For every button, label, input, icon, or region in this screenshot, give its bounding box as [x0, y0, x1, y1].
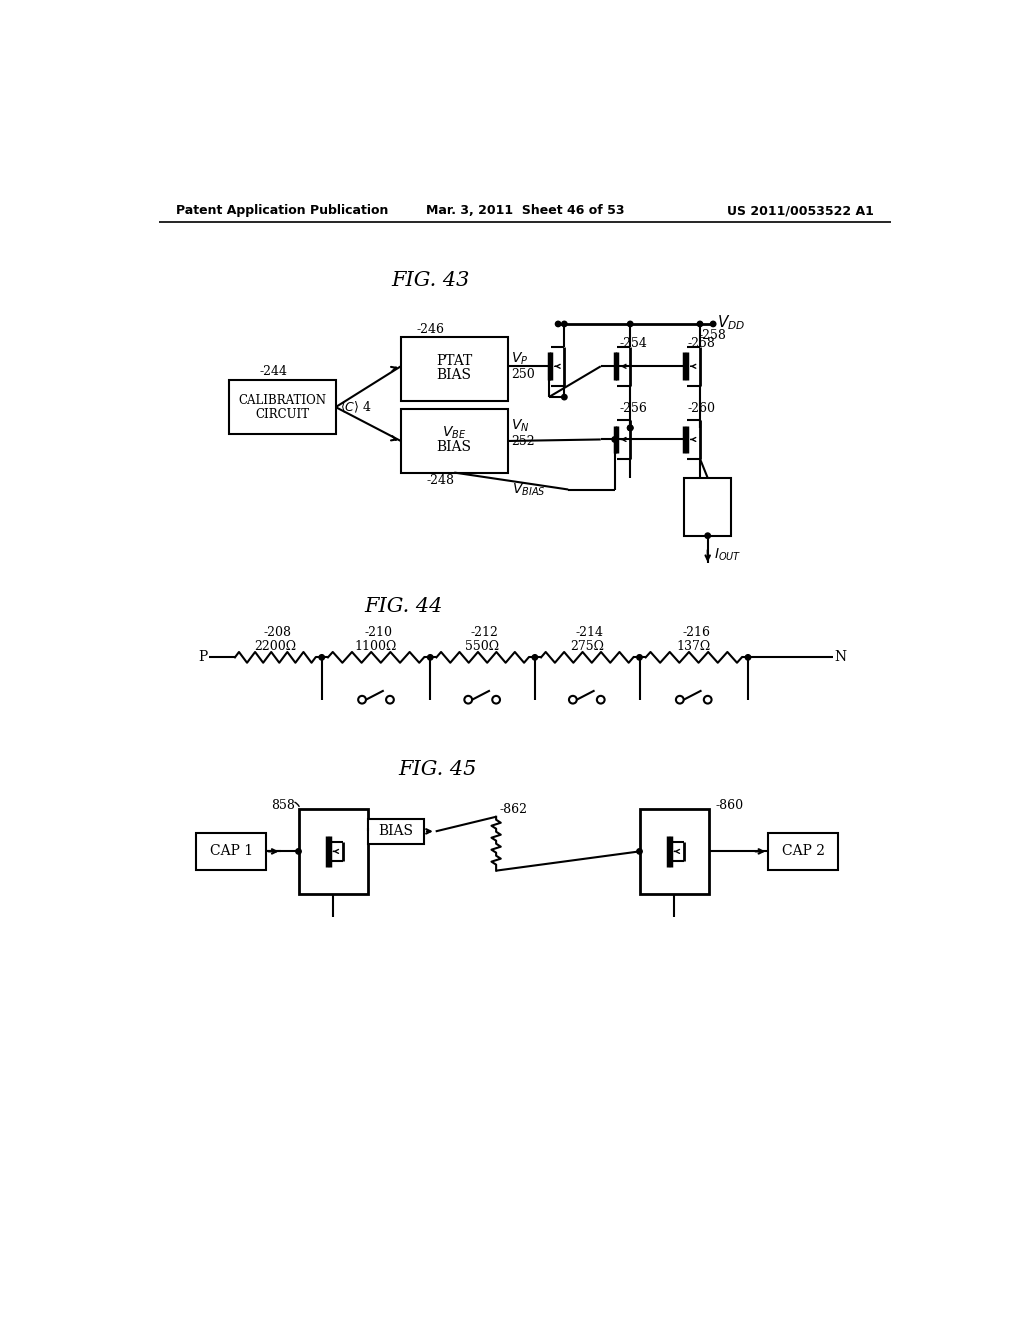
Text: -258: -258: [698, 329, 726, 342]
Circle shape: [637, 849, 642, 854]
Circle shape: [628, 425, 633, 430]
Circle shape: [296, 849, 301, 854]
Text: -860: -860: [716, 799, 743, 812]
Text: -260: -260: [687, 403, 716, 416]
Text: -258: -258: [687, 337, 716, 350]
Text: 250: 250: [511, 367, 535, 380]
Text: 858: 858: [270, 799, 295, 812]
Circle shape: [319, 655, 325, 660]
Bar: [299, 809, 369, 894]
Text: $V_P$: $V_P$: [511, 350, 528, 367]
Text: CALIBRATION: CALIBRATION: [239, 393, 327, 407]
Text: N: N: [835, 651, 847, 664]
Circle shape: [705, 533, 711, 539]
Text: Mar. 3, 2011  Sheet 46 of 53: Mar. 3, 2011 Sheet 46 of 53: [426, 205, 624, 218]
Text: PTAT: PTAT: [436, 354, 472, 368]
Bar: [400, 337, 508, 401]
Text: FIG. 44: FIG. 44: [364, 597, 442, 616]
Text: $I_{OUT}$: $I_{OUT}$: [714, 546, 741, 564]
Circle shape: [555, 321, 561, 326]
Text: FIG. 43: FIG. 43: [391, 271, 469, 289]
Text: -216: -216: [682, 626, 710, 639]
Text: -254: -254: [620, 337, 647, 350]
Text: $V_N$: $V_N$: [511, 417, 529, 434]
Bar: [400, 409, 508, 473]
Text: 252: 252: [511, 436, 535, 449]
Text: BIAS: BIAS: [437, 368, 472, 383]
Circle shape: [561, 395, 567, 400]
Text: P: P: [199, 651, 208, 664]
Text: US 2011/0053522 A1: US 2011/0053522 A1: [727, 205, 873, 218]
Circle shape: [612, 437, 617, 442]
Bar: [197, 833, 266, 870]
Text: -248: -248: [426, 474, 455, 487]
Text: BIAS: BIAS: [437, 440, 472, 454]
Circle shape: [532, 655, 538, 660]
Text: 275Ω: 275Ω: [569, 640, 604, 653]
Circle shape: [637, 655, 642, 660]
Text: -862: -862: [500, 803, 528, 816]
Text: 1100Ω: 1100Ω: [354, 640, 397, 653]
Text: $\langle C\rangle$ 4: $\langle C\rangle$ 4: [340, 400, 372, 414]
Circle shape: [628, 321, 633, 326]
Circle shape: [628, 425, 633, 430]
Text: 550Ω: 550Ω: [465, 640, 500, 653]
Bar: [684, 478, 731, 536]
Bar: [640, 809, 710, 894]
Text: $V_{BE}$: $V_{BE}$: [442, 425, 466, 441]
Text: 137Ω: 137Ω: [677, 640, 711, 653]
Circle shape: [711, 321, 716, 326]
Bar: [768, 833, 838, 870]
Text: $V_{DD}$: $V_{DD}$: [717, 313, 745, 331]
Text: -214: -214: [575, 626, 603, 639]
Text: 2200Ω: 2200Ω: [254, 640, 296, 653]
Text: CIRCUIT: CIRCUIT: [255, 408, 309, 421]
Text: BIAS: BIAS: [379, 825, 414, 838]
Text: $V_{BIAS}$: $V_{BIAS}$: [512, 482, 546, 498]
Text: -244: -244: [260, 366, 288, 379]
Text: -256: -256: [620, 403, 647, 416]
Circle shape: [561, 321, 567, 326]
Bar: [369, 818, 424, 843]
Bar: [228, 380, 336, 434]
Text: FIG. 45: FIG. 45: [398, 759, 477, 779]
Text: -210: -210: [365, 626, 392, 639]
Text: -246: -246: [417, 323, 444, 335]
Circle shape: [745, 655, 751, 660]
Text: -212: -212: [471, 626, 499, 639]
Text: -208: -208: [263, 626, 292, 639]
Text: CAP 2: CAP 2: [781, 845, 824, 858]
Text: Patent Application Publication: Patent Application Publication: [176, 205, 388, 218]
Circle shape: [428, 655, 433, 660]
Text: CAP 1: CAP 1: [210, 845, 253, 858]
Circle shape: [697, 321, 702, 326]
